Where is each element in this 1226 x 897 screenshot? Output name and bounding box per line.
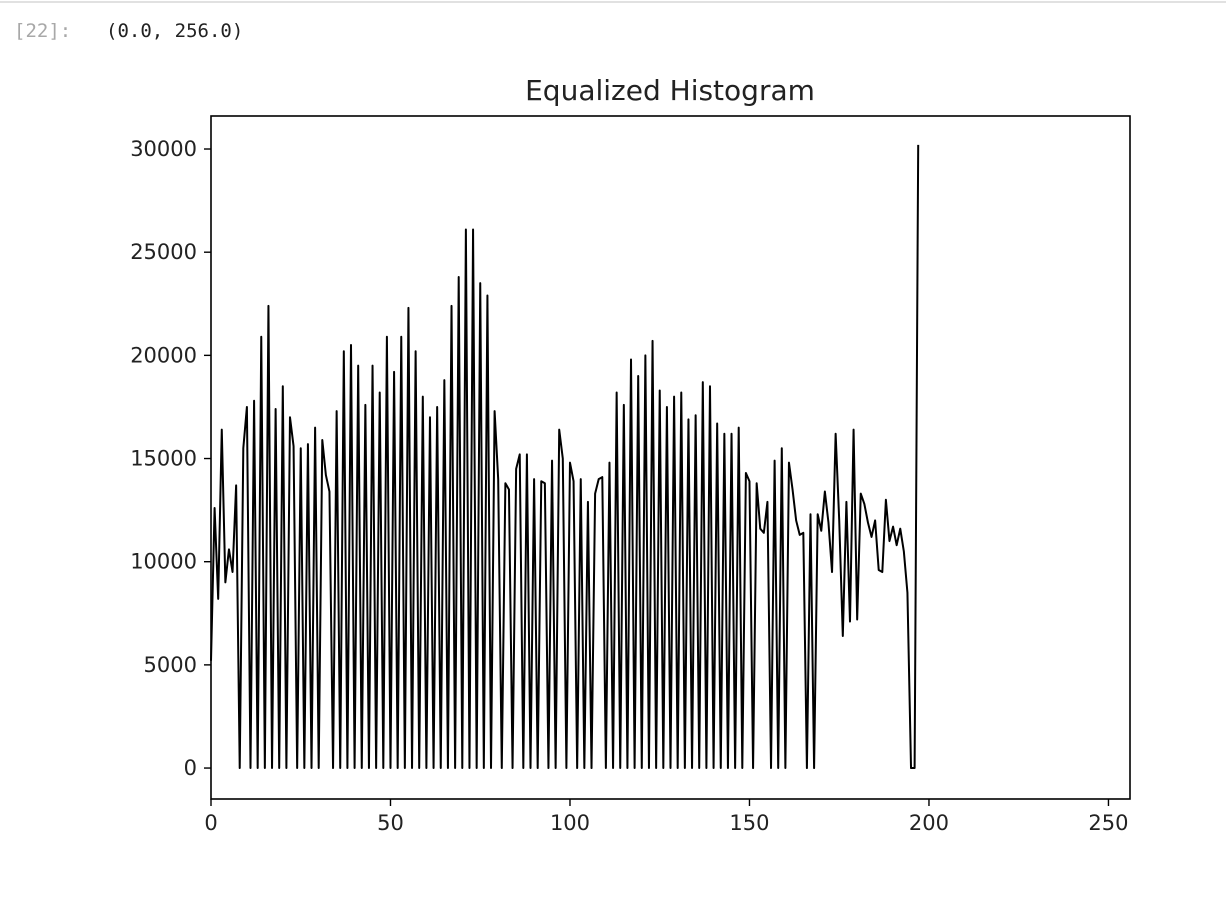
cell-output-text: (0.0, 256.0) <box>106 20 244 42</box>
x-tick-label: 0 <box>204 811 217 835</box>
y-tick-label: 30000 <box>130 137 197 161</box>
x-tick-label: 250 <box>1088 811 1128 835</box>
y-tick-label: 5000 <box>144 653 197 677</box>
x-tick-label: 50 <box>377 811 404 835</box>
cell-top-border <box>0 1 1226 3</box>
x-tick-label: 200 <box>909 811 949 835</box>
chart-title: Equalized Histogram <box>525 74 815 107</box>
y-tick-label: 15000 <box>130 447 197 471</box>
axes-frame <box>210 115 1131 800</box>
cell-prompt: [22]: <box>14 20 72 42</box>
x-tick-label: 150 <box>729 811 769 835</box>
y-tick-label: 10000 <box>130 550 197 574</box>
y-tick-label: 0 <box>184 756 197 780</box>
x-tick-label: 100 <box>550 811 590 835</box>
series-line <box>210 144 920 770</box>
plot-area: 0 50 100 150 200 250 0 5000 10000 15000 20000 25000… <box>130 115 1131 835</box>
y-tick-label: 25000 <box>130 240 197 264</box>
y-tick-label: 20000 <box>130 343 197 367</box>
